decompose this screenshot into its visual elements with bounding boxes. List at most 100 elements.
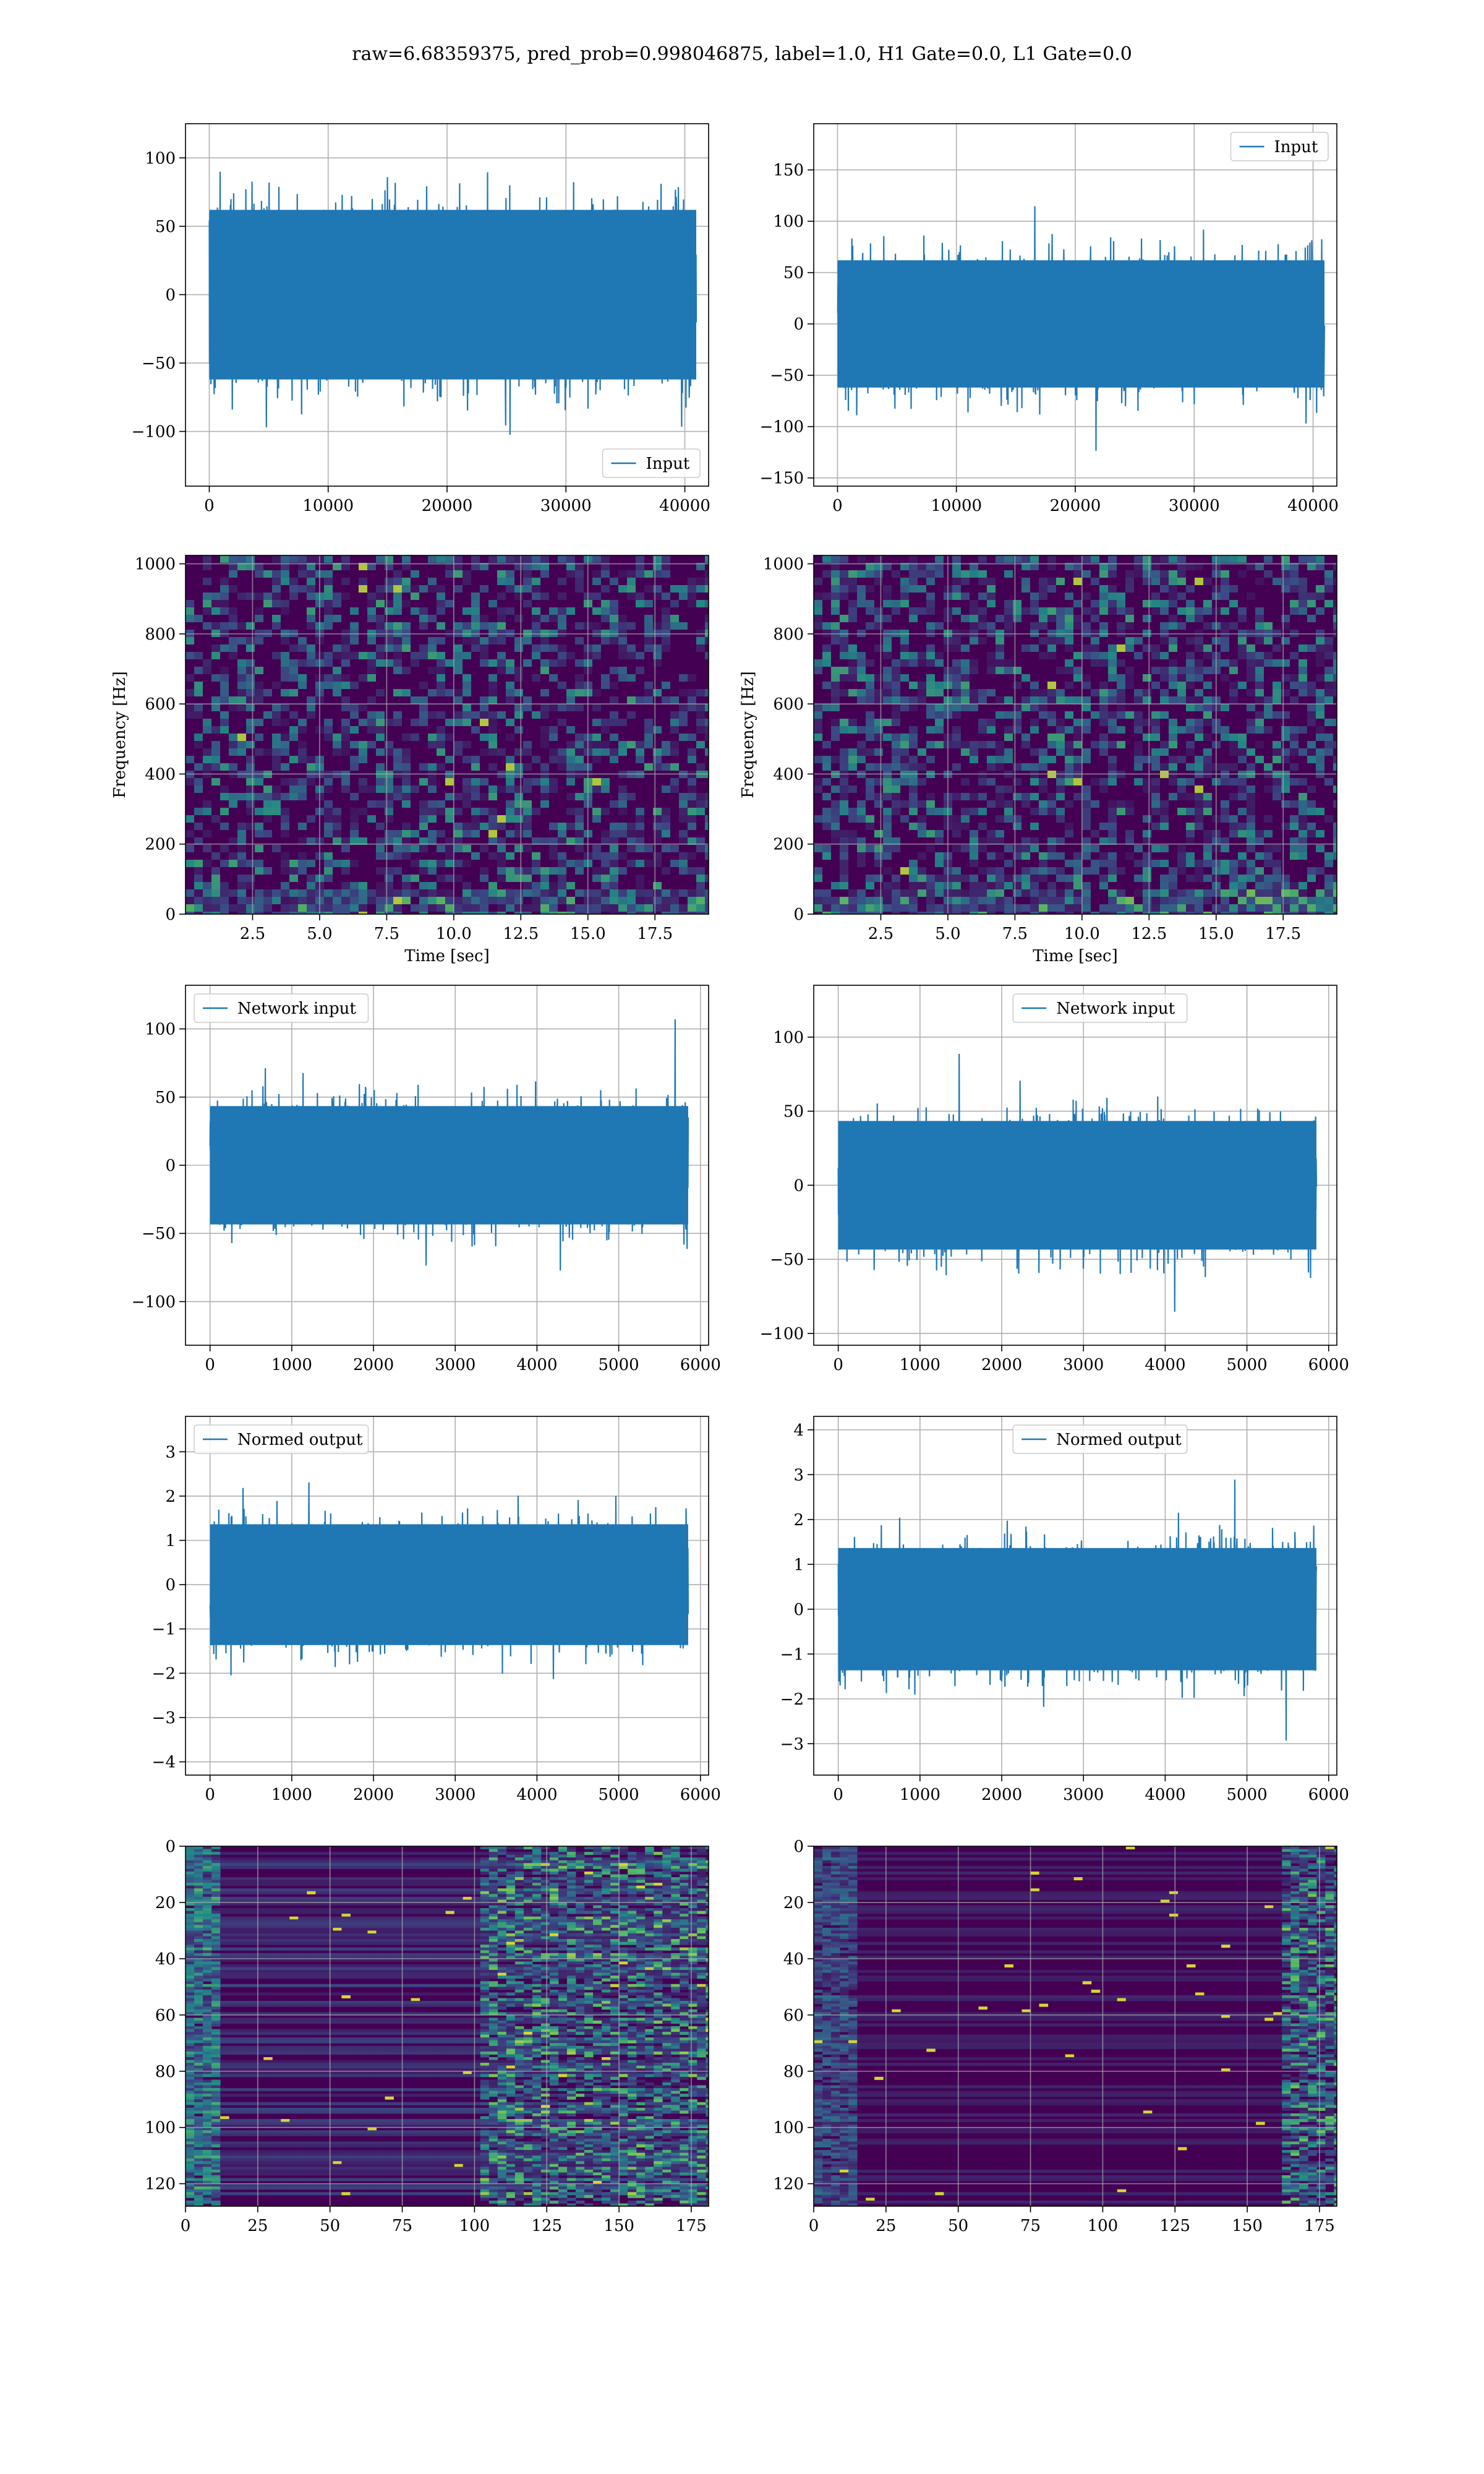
x-tick-label: 0 [809, 2217, 819, 2235]
y-tick-label: 2 [793, 1511, 804, 1530]
plot-area [186, 1416, 709, 1775]
chart-row1-right: 0 10000 20000 30000 40000 150 100 50 0 −50 −100 −15… [760, 123, 1339, 515]
legend: Network input [1012, 993, 1188, 1023]
y-tick-label: 0 [793, 1601, 804, 1619]
legend: Input [602, 448, 701, 478]
y-tick-label: −100 [760, 418, 804, 437]
chart-row3-left: 0 1000 2000 3000 4000 5000 6000 100 50 0 −50 −100 Ne… [132, 985, 721, 1374]
series-core [837, 260, 1325, 388]
plot-area [814, 555, 1337, 914]
x-tick-label: 4000 [1145, 1786, 1185, 1804]
x-tick-label: 2000 [981, 1786, 1022, 1804]
x-tick-label: 30000 [540, 497, 592, 515]
plot-area [186, 1846, 709, 2206]
x-tick-label: 25 [247, 2217, 268, 2235]
x-tick-label: 0 [205, 1356, 215, 1374]
series-core [209, 210, 697, 380]
y-tick-label: 100 [773, 1029, 804, 1047]
chart-row4-right: 0 1000 2000 3000 4000 5000 6000 4 3 2 1 0 −1 −2 −3 Norm… [780, 1416, 1349, 1804]
y-tick-label: 1 [793, 1556, 804, 1574]
legend: Network input [194, 993, 369, 1023]
x-tick-label: 75 [1020, 2217, 1041, 2235]
x-tick-label: 3000 [435, 1356, 475, 1374]
y-tick-label: 50 [155, 218, 176, 236]
y-tick-label: −1 [780, 1645, 804, 1664]
plot-area [814, 1416, 1337, 1775]
y-tick-label: 120 [773, 2175, 804, 2194]
x-tick-label: 3000 [1063, 1786, 1104, 1804]
x-tick-label: 6000 [1308, 1786, 1349, 1804]
y-tick-label: 60 [783, 2006, 804, 2025]
y-tick-label: 200 [773, 836, 804, 854]
x-tick-label: 5.0 [935, 925, 960, 943]
x-tick-label: 6000 [680, 1786, 721, 1804]
y-axis-label: Frequency [Hz] [111, 671, 129, 798]
plot-area [814, 985, 1337, 1345]
x-tick-label: 40000 [659, 497, 710, 515]
x-tick-label: 20000 [1050, 497, 1101, 515]
x-tick-label: 75 [392, 2217, 412, 2235]
x-axis-label: Time [sec] [1033, 947, 1118, 965]
y-tick-label: 800 [773, 625, 804, 644]
x-tick-label: 175 [1304, 2217, 1335, 2235]
y-tick-label: 0 [165, 1157, 176, 1175]
chart-row3-right: 0 1000 2000 3000 4000 5000 6000 100 50 0 −50 −100 Ne… [760, 985, 1349, 1374]
y-tick-label: 0 [793, 1176, 804, 1195]
x-tick-label: 4000 [516, 1356, 557, 1374]
series-core [210, 1106, 688, 1225]
x-tick-label: 2000 [353, 1786, 394, 1804]
y-tick-label: 50 [783, 264, 804, 283]
plot-area [186, 985, 709, 1345]
y-tick-label: 100 [145, 149, 176, 168]
x-tick-label: 10.0 [1064, 925, 1100, 943]
x-tick-label: 5000 [1227, 1786, 1268, 1804]
legend-box [1012, 993, 1188, 1023]
legend-box [1230, 132, 1329, 161]
x-tick-label: 100 [459, 2217, 490, 2235]
y-tick-label: 0 [793, 1838, 804, 1856]
y-tick-label: 0 [165, 286, 176, 304]
y-tick-label: 3 [793, 1466, 804, 1484]
x-tick-label: 15.0 [1198, 925, 1234, 943]
x-tick-label: 5000 [599, 1356, 639, 1374]
x-tick-label: 1000 [900, 1786, 940, 1804]
x-tick-label: 0 [833, 1356, 843, 1374]
x-tick-label: 5000 [599, 1786, 639, 1804]
y-tick-label: 1000 [763, 555, 804, 574]
y-tick-label: 600 [145, 695, 176, 714]
y-tick-label: 100 [773, 2119, 804, 2138]
axes-frame [813, 555, 1337, 915]
x-tick-label: 1000 [271, 1786, 312, 1804]
y-tick-label: 20 [783, 1894, 804, 1912]
x-axis-label: Time [sec] [404, 947, 490, 965]
chart-row1-left: 0 10000 20000 30000 40000 100 50 0 −50 −100 Input [132, 123, 710, 515]
y-tick-label: 100 [145, 1021, 176, 1039]
y-tick-label: 800 [145, 625, 176, 644]
x-tick-label: 2000 [353, 1356, 394, 1374]
y-tick-label: −2 [152, 1664, 176, 1683]
x-tick-label: 17.5 [1265, 925, 1301, 943]
x-tick-label: 1000 [271, 1356, 312, 1374]
y-tick-label: 400 [145, 765, 176, 784]
figure-title: raw=6.68359375, pred_prob=0.998046875, l… [352, 43, 1132, 65]
x-tick-label: 125 [1159, 2217, 1190, 2235]
legend-label: Normed output [1056, 1431, 1182, 1449]
legend-label: Normed output [237, 1431, 363, 1449]
series-core [210, 1524, 688, 1645]
y-tick-label: 150 [773, 161, 804, 180]
chart-row2-left: 2.5 5.0 7.5 10.0 12.5 15.0 17.5 1000 800 600 400 20… [111, 555, 709, 965]
y-tick-label: 40 [155, 1950, 176, 1969]
y-tick-label: −50 [770, 367, 804, 385]
axes-frame [185, 1846, 709, 2207]
series-core [838, 1121, 1316, 1250]
legend-label: Network input [237, 999, 356, 1018]
y-tick-label: −50 [142, 1225, 176, 1243]
y-tick-label: 60 [155, 2006, 176, 2025]
y-tick-label: 200 [145, 836, 176, 854]
x-tick-label: 2.5 [240, 925, 265, 943]
y-tick-label: −3 [152, 1709, 176, 1727]
x-tick-label: 50 [948, 2217, 968, 2235]
y-tick-label: 50 [155, 1089, 176, 1107]
plot-area [186, 124, 709, 486]
y-tick-label: 2 [165, 1487, 176, 1506]
